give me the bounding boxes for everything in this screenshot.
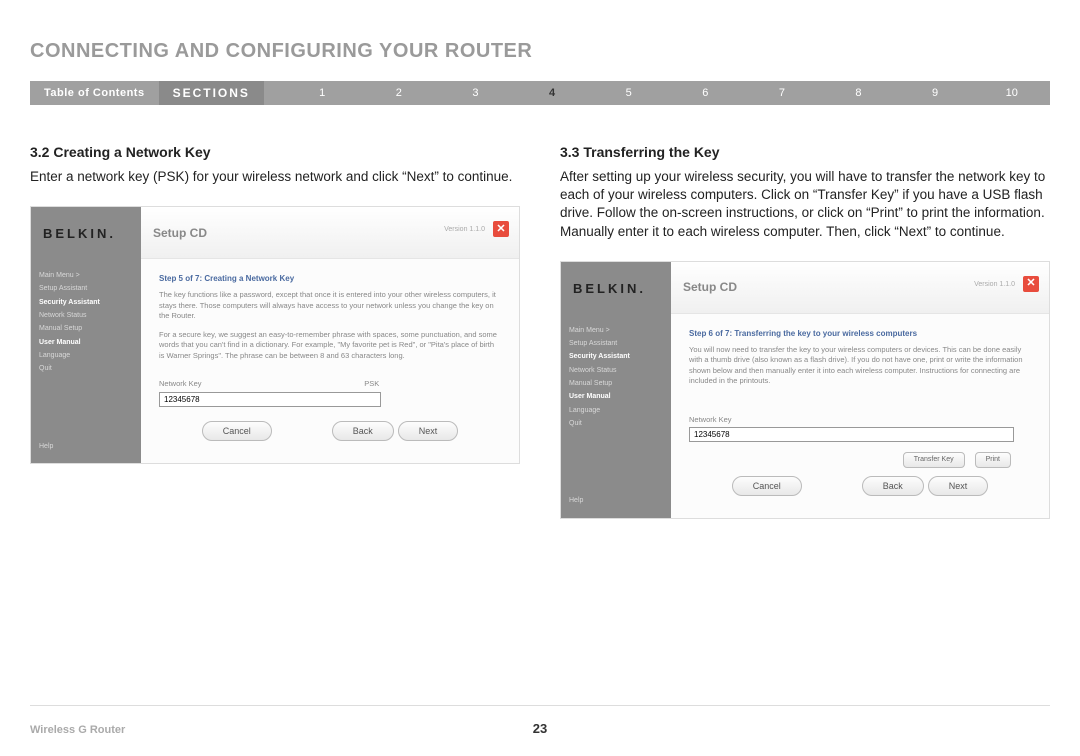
next-button[interactable]: Next [398, 421, 459, 441]
transfer-key-button[interactable]: Transfer Key [903, 452, 965, 468]
version-label: Version 1.1.0 [974, 280, 1015, 289]
section-numbers: 1 2 3 4 5 6 7 8 9 10 [264, 87, 1050, 99]
sidebar-item[interactable]: Main Menu > [39, 269, 133, 282]
network-key-label: Network Key [689, 415, 1031, 426]
section-3[interactable]: 3 [437, 87, 514, 99]
section-navbar: Table of Contents SECTIONS 1 2 3 4 5 6 7… [30, 81, 1050, 105]
section-10[interactable]: 10 [973, 87, 1050, 99]
network-key-input[interactable] [159, 392, 381, 407]
back-button[interactable]: Back [332, 421, 394, 441]
version-label: Version 1.1.0 [444, 225, 485, 234]
right-body: After setting up your wireless security,… [560, 168, 1050, 241]
section-7[interactable]: 7 [744, 87, 821, 99]
screenshot-right: Main Menu > Setup Assistant Security Ass… [560, 261, 1050, 519]
sidebar-item[interactable]: Main Menu > [569, 324, 663, 337]
screenshot-left: Main Menu > Setup Assistant Security Ass… [30, 206, 520, 464]
sidebar-item[interactable]: Language [569, 404, 663, 417]
back-button[interactable]: Back [862, 476, 924, 496]
shot-header: BELKIN. Setup CD Version 1.1.0 ✕ [671, 262, 1049, 314]
para-text: For a secure key, we suggest an easy-to-… [159, 330, 501, 362]
left-heading: 3.2 Creating a Network Key [30, 143, 520, 162]
right-column: 3.3 Transferring the Key After setting u… [560, 143, 1050, 519]
cancel-button[interactable]: Cancel [202, 421, 272, 441]
sidebar-item[interactable]: Manual Setup [39, 322, 133, 335]
sidebar-item[interactable]: Security Assistant [569, 350, 663, 363]
footer-product: Wireless G Router [30, 724, 125, 736]
network-key-input[interactable] [689, 427, 1014, 442]
para-text: The key functions like a password, excep… [159, 290, 501, 322]
psk-label: PSK [364, 379, 379, 390]
left-body: Enter a network key (PSK) for your wirel… [30, 168, 520, 186]
sidebar-item[interactable]: Network Status [569, 364, 663, 377]
section-6[interactable]: 6 [667, 87, 744, 99]
sidebar-help[interactable]: Help [39, 440, 133, 453]
page-title: CONNECTING AND CONFIGURING YOUR ROUTER [30, 40, 1050, 63]
section-1[interactable]: 1 [284, 87, 361, 99]
footer-rule [30, 705, 1050, 706]
sidebar-item[interactable]: User Manual [569, 390, 663, 403]
page-number: 23 [533, 721, 547, 736]
setup-cd-label: Setup CD [153, 225, 207, 241]
shot-header: BELKIN. Setup CD Version 1.1.0 ✕ [141, 207, 519, 259]
belkin-logo: BELKIN. [43, 225, 116, 243]
section-2[interactable]: 2 [361, 87, 438, 99]
toc-link[interactable]: Table of Contents [30, 87, 159, 99]
sidebar-item[interactable]: Quit [39, 362, 133, 375]
para-text: You will now need to transfer the key to… [689, 345, 1031, 387]
section-4[interactable]: 4 [514, 87, 591, 99]
sidebar-item[interactable]: Manual Setup [569, 377, 663, 390]
section-5[interactable]: 5 [590, 87, 667, 99]
close-icon[interactable]: ✕ [1023, 276, 1039, 292]
step-label: Step 6 of 7: Transferring the key to you… [689, 328, 1031, 339]
step-label: Step 5 of 7: Creating a Network Key [159, 273, 501, 284]
next-button[interactable]: Next [928, 476, 989, 496]
section-8[interactable]: 8 [820, 87, 897, 99]
sidebar-item[interactable]: Language [39, 349, 133, 362]
sidebar-item[interactable]: Setup Assistant [569, 337, 663, 350]
network-key-label: Network Key [159, 379, 364, 390]
cancel-button[interactable]: Cancel [732, 476, 802, 496]
sidebar-item[interactable]: Security Assistant [39, 296, 133, 309]
right-heading: 3.3 Transferring the Key [560, 143, 1050, 162]
sections-label: SECTIONS [159, 81, 264, 105]
sidebar-item[interactable]: Network Status [39, 309, 133, 322]
shot-sidebar: Main Menu > Setup Assistant Security Ass… [31, 207, 141, 463]
shot-sidebar: Main Menu > Setup Assistant Security Ass… [561, 262, 671, 518]
sidebar-item[interactable]: User Manual [39, 336, 133, 349]
sidebar-help[interactable]: Help [569, 494, 663, 507]
close-icon[interactable]: ✕ [493, 221, 509, 237]
section-9[interactable]: 9 [897, 87, 974, 99]
print-button[interactable]: Print [975, 452, 1011, 468]
sidebar-item[interactable]: Quit [569, 417, 663, 430]
sidebar-item[interactable]: Setup Assistant [39, 282, 133, 295]
setup-cd-label: Setup CD [683, 279, 737, 295]
belkin-logo: BELKIN. [573, 280, 646, 298]
left-column: 3.2 Creating a Network Key Enter a netwo… [30, 143, 520, 519]
